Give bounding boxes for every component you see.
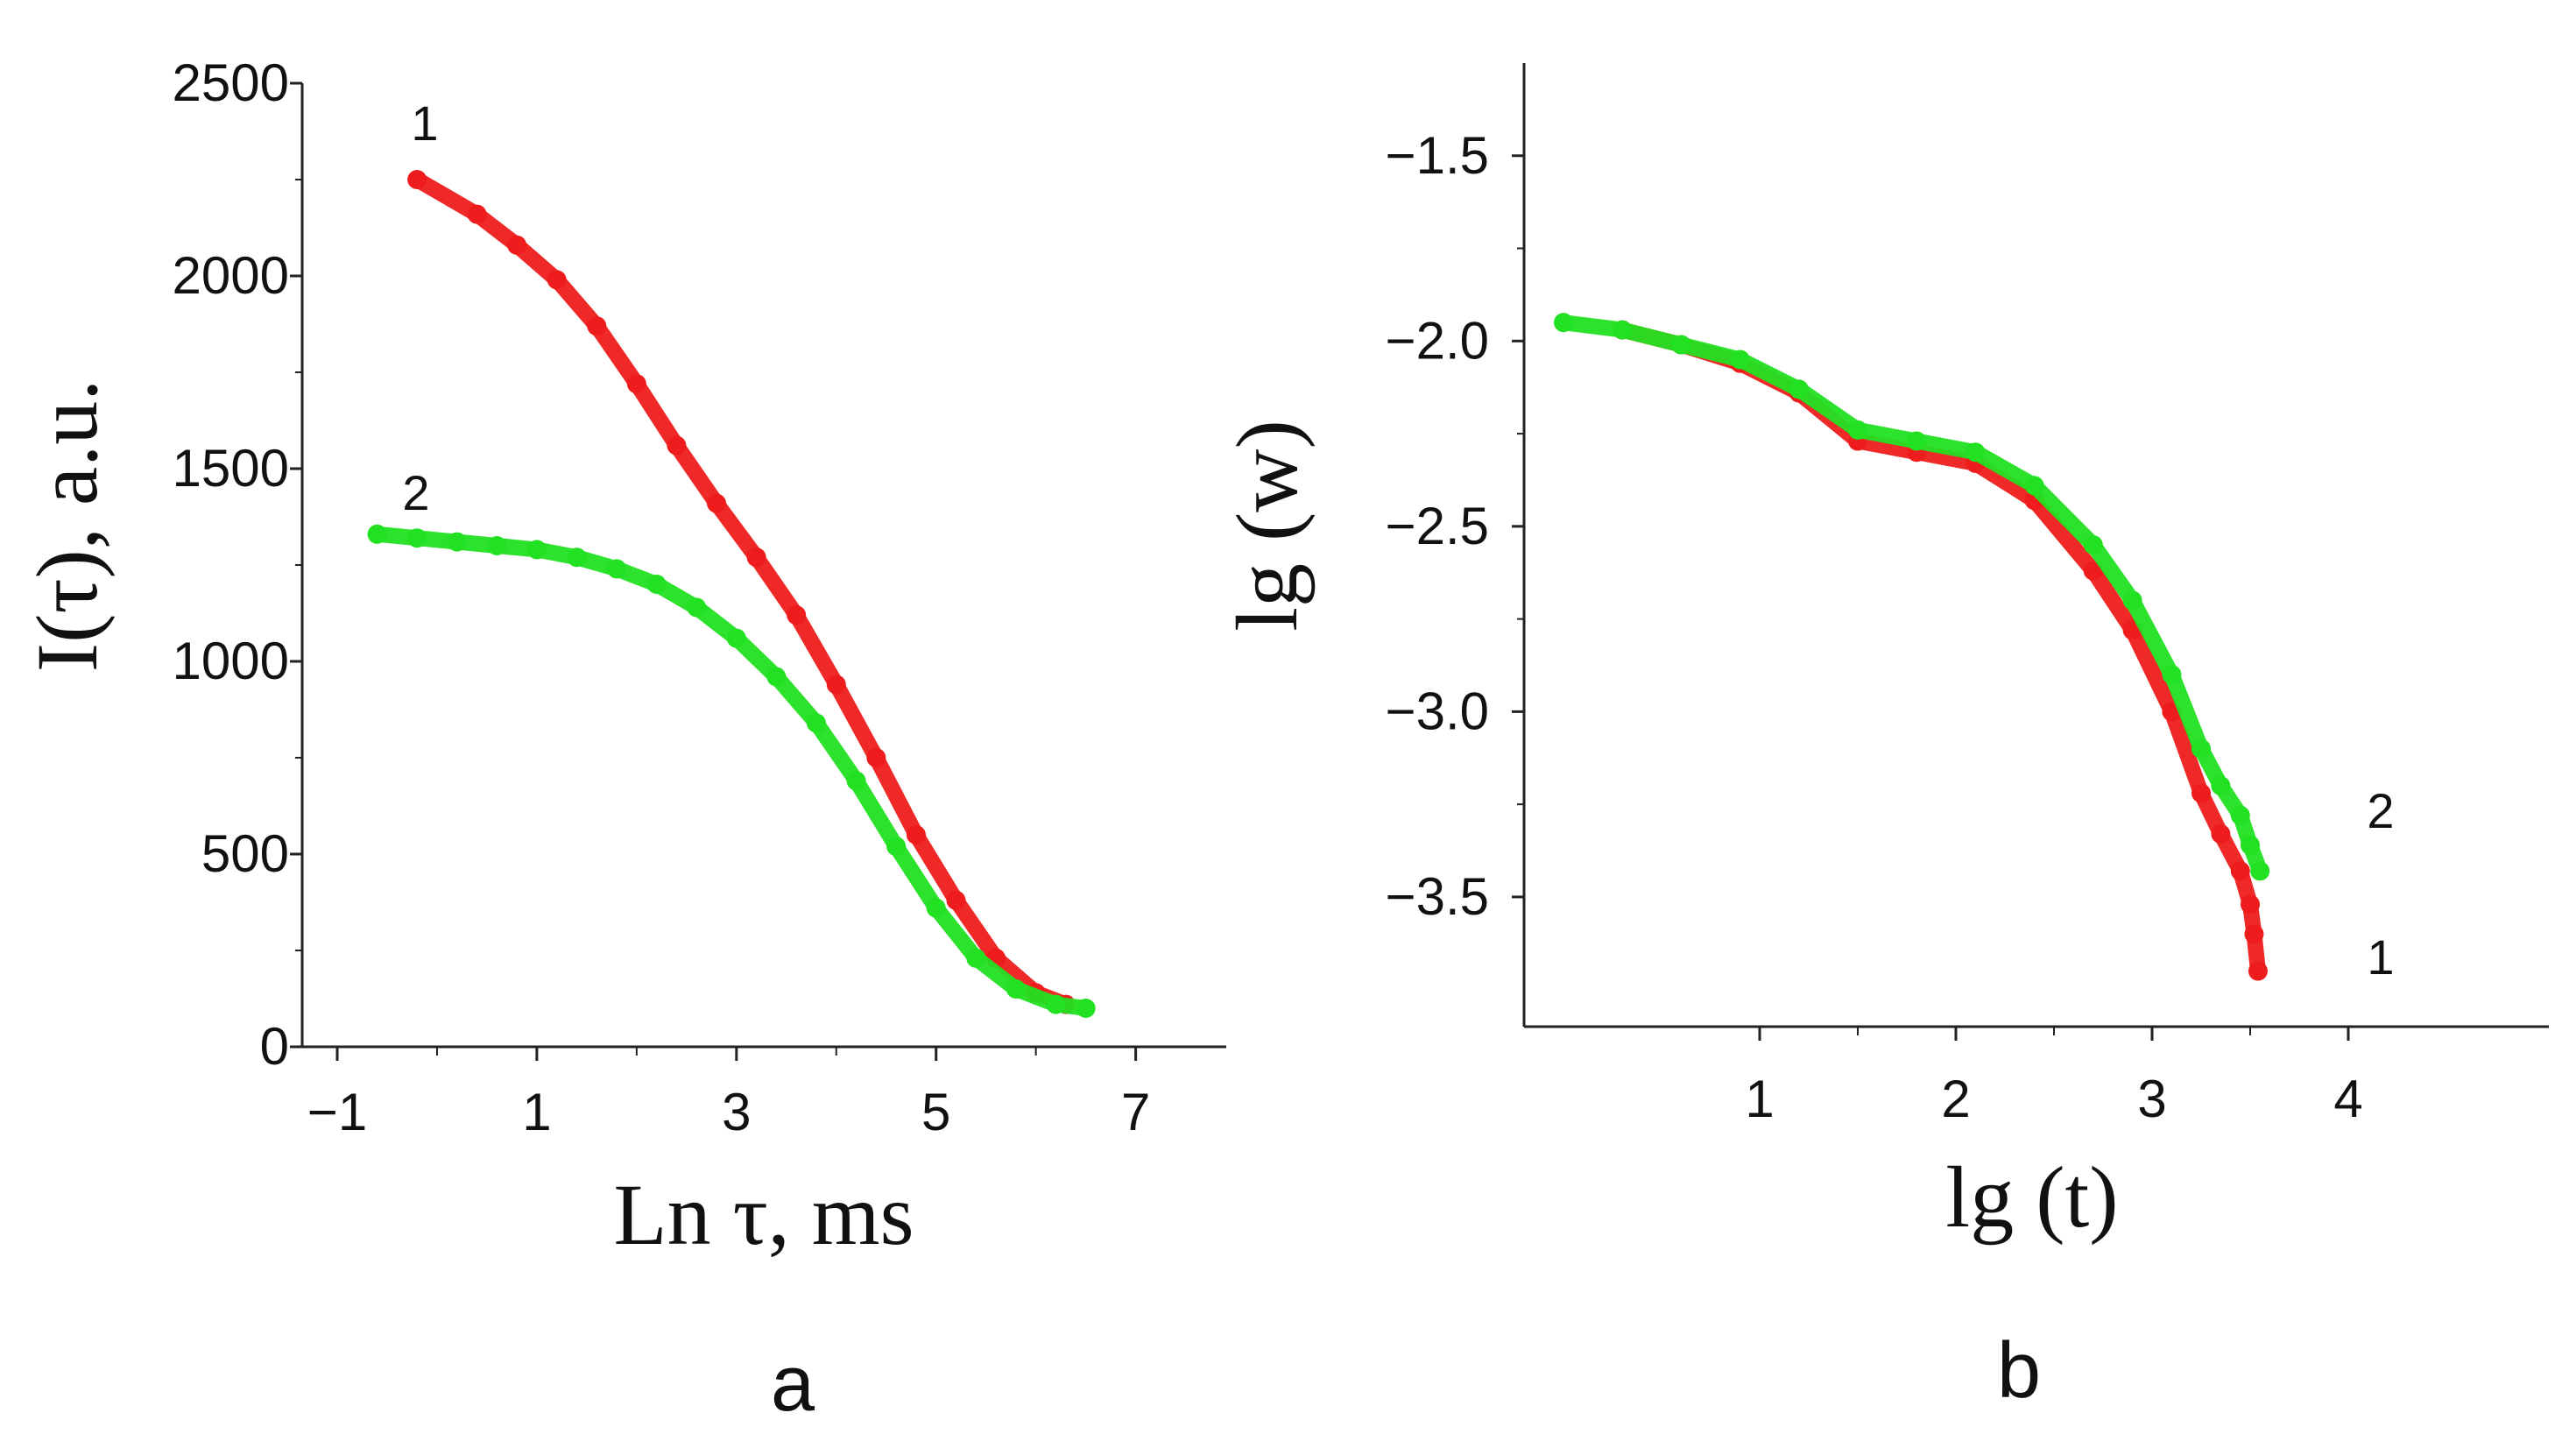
panel-b-series-2-label: 2 xyxy=(2367,783,2394,838)
panel-a-y-tick-label: 1500 xyxy=(173,439,289,498)
panel-b-y-axis-title: lg (w) xyxy=(1218,420,1316,632)
panel-a-series-2-point xyxy=(1076,999,1096,1018)
panel-b-series-2-point xyxy=(1730,350,1750,370)
panel-a-series-1-point xyxy=(946,890,966,910)
panel-a-series-2 xyxy=(367,524,1096,1018)
panel-b-series-2-point xyxy=(1613,320,1633,340)
panel-a-series-2-point xyxy=(447,532,467,552)
panel-b-x-axis-title: lg (t) xyxy=(1945,1148,2118,1246)
panel-b-x-tick-label: 1 xyxy=(1745,1070,1774,1128)
panel-b-series-1-label: 1 xyxy=(2367,929,2394,985)
panel-a-series-2-point xyxy=(607,559,627,579)
panel-b-series-1-point xyxy=(2083,561,2103,581)
panel-b-y-tick-label: −2.5 xyxy=(1386,497,1489,555)
panel-b-label: b xyxy=(1997,1327,2041,1415)
panel-a-series-2-point xyxy=(726,628,746,648)
panel-b-series-2-point xyxy=(1554,313,1573,333)
panel-b-x-tick-label: 2 xyxy=(1941,1070,1970,1128)
panel-b-series-2-point xyxy=(2162,665,2182,685)
panel-b-x-tick-label: 4 xyxy=(2333,1070,2362,1128)
panel-b-y-tick-label: −2.0 xyxy=(1386,311,1489,370)
panel-a-series-1-point xyxy=(746,547,766,568)
panel-b-series-2 xyxy=(1554,313,2270,881)
panel-b-series-1-point xyxy=(2248,961,2268,981)
panel-b-y-tick-label: −1.5 xyxy=(1386,126,1489,185)
panel-a-series-1-point xyxy=(626,374,646,394)
panel-b-series-2-point xyxy=(2211,776,2231,795)
panel-b-series-2-point xyxy=(2230,805,2250,825)
panel-a-series-2-point xyxy=(646,575,667,594)
panel-a-series-2-point xyxy=(407,528,427,548)
panel-b-series-2-point xyxy=(2083,535,2103,554)
panel-a-series-2-point xyxy=(1006,979,1026,999)
panel-b-series-2-point xyxy=(2241,835,2260,855)
panel-a-y-tick-label: 2000 xyxy=(173,246,289,305)
panel-a-series-2-point xyxy=(966,948,986,968)
panel-a-series-2-point xyxy=(886,837,907,857)
panel-a-x-tick-label: 3 xyxy=(722,1083,751,1141)
panel-a-series-2-label: 2 xyxy=(402,465,429,520)
panel-a-y-tick-label: 1000 xyxy=(173,632,289,690)
panel-a-y-axis-title: I(τ), a.u. xyxy=(18,379,116,672)
panel-a-label: a xyxy=(771,1340,815,1428)
panel-a-series-1-point xyxy=(547,270,567,290)
panel-b-series-2-point xyxy=(1789,379,1809,399)
panel-a-y-tick-label: 2500 xyxy=(173,53,289,112)
panel-a-series-1-point xyxy=(866,748,886,767)
panel-a-series-1-point xyxy=(507,235,527,255)
panel-a-series-2-point xyxy=(766,667,787,687)
panel-b-series-1-point xyxy=(2230,861,2250,881)
panel-a-series-1-point xyxy=(707,493,727,513)
panel-a-series-2-point xyxy=(1046,994,1066,1014)
panel-b-series-2-point xyxy=(2024,476,2044,496)
panel-b-series-2-point xyxy=(2250,861,2270,881)
panel-b-y-tick-label: −3.0 xyxy=(1386,682,1489,740)
panel-b-series-1-point xyxy=(2211,824,2231,844)
panel-a-series-1-point xyxy=(467,204,487,224)
panel-a-series-2-point xyxy=(806,713,826,733)
panel-a-series-2-point xyxy=(367,524,387,544)
panel-a-x-tick-label: 7 xyxy=(1121,1083,1150,1141)
panel-a-y-tick-label: 0 xyxy=(260,1017,289,1076)
panel-b-series-2-point xyxy=(1671,335,1691,355)
panel-a-y-tick-label: 500 xyxy=(201,824,289,883)
panel-a-x-tick-label: 5 xyxy=(921,1083,950,1141)
panel-a-series-1-point xyxy=(667,435,687,456)
panel-a-series-1-label: 1 xyxy=(411,95,438,151)
panel-b-series-2-point xyxy=(2122,590,2142,611)
panel-a-x-tick-label: −1 xyxy=(307,1083,367,1141)
panel-b-series-2-point xyxy=(2191,738,2211,759)
panel-b-series-2-point xyxy=(1907,431,1927,451)
panel-a-x-tick-label: 1 xyxy=(522,1083,551,1141)
panel-b-x-tick-label: 3 xyxy=(2137,1070,2166,1128)
panel-a: 0 500 1000 1500 2000 2500 −1 1 3 5 7 Ln τ, ms I(τ… xyxy=(18,53,1226,1428)
panel-a-series-2-point xyxy=(526,540,547,560)
panel-b-series-1-point xyxy=(2244,924,2264,944)
panel-a-series-1-point xyxy=(826,675,846,695)
panel-b-series-1-point xyxy=(2241,894,2260,915)
panel-a-series-2-point xyxy=(567,547,587,568)
panel-a-series-2-point xyxy=(687,597,707,618)
panel-b-series-2-point xyxy=(1848,420,1867,440)
panel-b-series-2-point xyxy=(1966,442,1986,463)
panel-a-series-2-point xyxy=(846,771,866,791)
panel-a-series-1-point xyxy=(906,825,926,844)
panel-a-series-1-point xyxy=(787,605,807,625)
panel-b-y-tick-label: −3.5 xyxy=(1386,867,1489,926)
panel-a-series-1-point xyxy=(587,316,607,336)
panel-a-x-axis-title: Ln τ, ms xyxy=(614,1166,914,1263)
panel-b-series-1-point xyxy=(2191,783,2211,803)
panel-a-series-2-point xyxy=(487,536,507,555)
panel-a-series-2-point xyxy=(926,898,946,918)
panel-a-series-1-point xyxy=(407,170,427,189)
